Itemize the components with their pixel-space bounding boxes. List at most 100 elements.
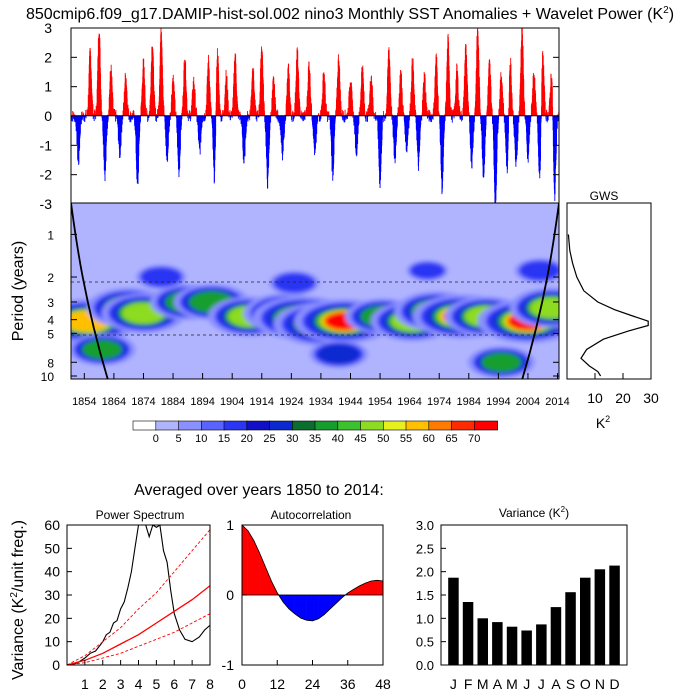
variance-bar xyxy=(492,622,503,665)
colorbar-swatch xyxy=(360,420,385,431)
variance-bar xyxy=(609,565,620,665)
colorbar-swatch xyxy=(473,420,498,431)
colorbar: 0 5 10 15 20 25 30 35 40 45 50 55 60 65 70 xyxy=(132,420,498,445)
wavelet-contour xyxy=(481,352,522,373)
xtick-label: O xyxy=(580,676,591,692)
variance-bar xyxy=(448,577,459,665)
xtick-label: 36 xyxy=(340,676,356,692)
colorbar-swatch xyxy=(291,420,316,431)
ytick-label: -1 xyxy=(40,137,53,153)
ytick-label: 1.5 xyxy=(416,588,434,603)
xtick-label: 8 xyxy=(206,676,214,692)
ytick-label: 10 xyxy=(44,634,60,650)
xtick-label: 1854 xyxy=(72,396,96,408)
variance-bar xyxy=(565,592,576,665)
colorbar-label: 60 xyxy=(423,433,435,445)
wavelet-frame xyxy=(70,202,560,380)
wavelet-ylabel: Period (years) xyxy=(10,241,27,341)
wavelet-contour xyxy=(273,272,316,293)
colorbar-swatch xyxy=(246,420,271,431)
xtick-label: 3 xyxy=(117,676,125,692)
gws-frame xyxy=(566,202,652,380)
power-spectrum-panel: Power Spectrum 1 2 3 4 5 6 7 8 0 10 20 30 40 50 60 Var… xyxy=(9,508,214,692)
xtick-label: 0 xyxy=(238,676,246,692)
ytick-label: 8 xyxy=(47,356,54,370)
ytick-label: 5 xyxy=(47,327,54,341)
variance-bar xyxy=(521,630,532,665)
monthly-variance-panel: Variance (K2) J F M A M J J A S O N D0.00.51.01.52.… xyxy=(416,505,628,692)
colorbar-label: 45 xyxy=(354,433,366,445)
autocorrelation-segment xyxy=(282,594,290,610)
colorbar-swatch xyxy=(314,420,339,431)
wavelet-contour xyxy=(81,339,123,360)
xtick-label: 2 xyxy=(99,676,107,692)
xtick-label: A xyxy=(551,676,561,692)
autocorrelation-segment xyxy=(265,566,272,596)
xtick-label: 1994 xyxy=(486,396,510,408)
wavelet-contour xyxy=(140,267,183,287)
variance-bar xyxy=(594,569,606,665)
chart-title: 850cmip6.f09_g17.DAMIP-hist-sol.002 nino… xyxy=(26,5,674,23)
ytick-label: 2.0 xyxy=(416,565,434,580)
power-spectrum-ylabel: Variance (K2/unit freq.) xyxy=(9,520,27,680)
variance-bar xyxy=(550,607,562,665)
colorbar-label: 70 xyxy=(468,433,480,445)
colorbar-swatch xyxy=(269,420,294,431)
xtick-label: 1884 xyxy=(161,396,185,408)
cone-of-influence-right xyxy=(521,203,559,379)
ytick-label: 2 xyxy=(44,49,52,65)
ytick-label: 1 xyxy=(44,79,52,95)
ytick-label: -3 xyxy=(40,196,53,212)
autocorrelation-segment xyxy=(300,594,307,621)
colorbar-swatch xyxy=(405,420,430,431)
wavelet-contour xyxy=(518,260,559,281)
power-spectrum-black-line xyxy=(72,525,210,665)
xtick-label: 1874 xyxy=(131,396,155,408)
xtick-label: 48 xyxy=(375,676,391,692)
autocorrelation-line xyxy=(241,524,384,622)
colorbar-swatch xyxy=(428,420,453,431)
autocorrelation-panel: Autocorrelation 0 12 24 36 48-101 xyxy=(222,508,391,692)
gws-line xyxy=(567,234,649,377)
ytick-label: 3.0 xyxy=(416,518,434,533)
wavelet-panel: 1 2 3 45 810 1854 1864 1874 1884 1894 1904 1914 192… xyxy=(10,202,570,408)
xtick-label: J xyxy=(450,676,457,692)
gws-panel: GWS 10 20 30 K2 xyxy=(566,189,659,431)
autocorrelation-segment xyxy=(241,524,249,596)
colorbar-label: 5 xyxy=(175,433,181,445)
monthly-variance-title: Variance (K2) xyxy=(499,505,569,520)
xtick-label: A xyxy=(493,676,503,692)
autocorrelation-segment xyxy=(376,580,384,596)
autocorrelation-segment xyxy=(253,540,260,596)
cone-of-influence-left xyxy=(71,203,109,379)
wavelet-contour xyxy=(529,297,559,319)
ytick-label: -2 xyxy=(40,167,53,183)
xtick-label: 1914 xyxy=(250,396,274,408)
wavelet-contour xyxy=(409,262,445,279)
ytick-label: 0.5 xyxy=(416,635,434,650)
variance-bar xyxy=(580,577,591,665)
xtick-label: 30 xyxy=(643,390,659,406)
ytick-label: 3 xyxy=(47,296,54,310)
xtick-label: J xyxy=(538,676,545,692)
colorbar-label: 55 xyxy=(400,433,412,445)
colorbar-label: 15 xyxy=(218,433,230,445)
ytick-label: 4 xyxy=(47,314,54,328)
xtick-label: J xyxy=(523,676,530,692)
colorbar-swatch xyxy=(382,420,407,431)
colorbar-swatch xyxy=(451,420,476,431)
xtick-label: 6 xyxy=(170,676,178,692)
subtitle: Averaged over years 1850 to 2014: xyxy=(134,482,384,499)
ytick-label: 0 xyxy=(44,108,52,124)
xtick-label: 2014 xyxy=(545,396,569,408)
power-spectrum-frame xyxy=(66,524,211,666)
colorbar-label: 0 xyxy=(153,433,159,445)
xtick-label: N xyxy=(595,676,605,692)
colorbar-label: 25 xyxy=(263,433,275,445)
colorbar-swatch xyxy=(132,420,157,431)
xtick-label: 5 xyxy=(152,676,160,692)
ytick-label: 1 xyxy=(47,228,54,242)
ytick-label: -1 xyxy=(222,657,235,673)
colorbar-swatch xyxy=(337,420,362,431)
